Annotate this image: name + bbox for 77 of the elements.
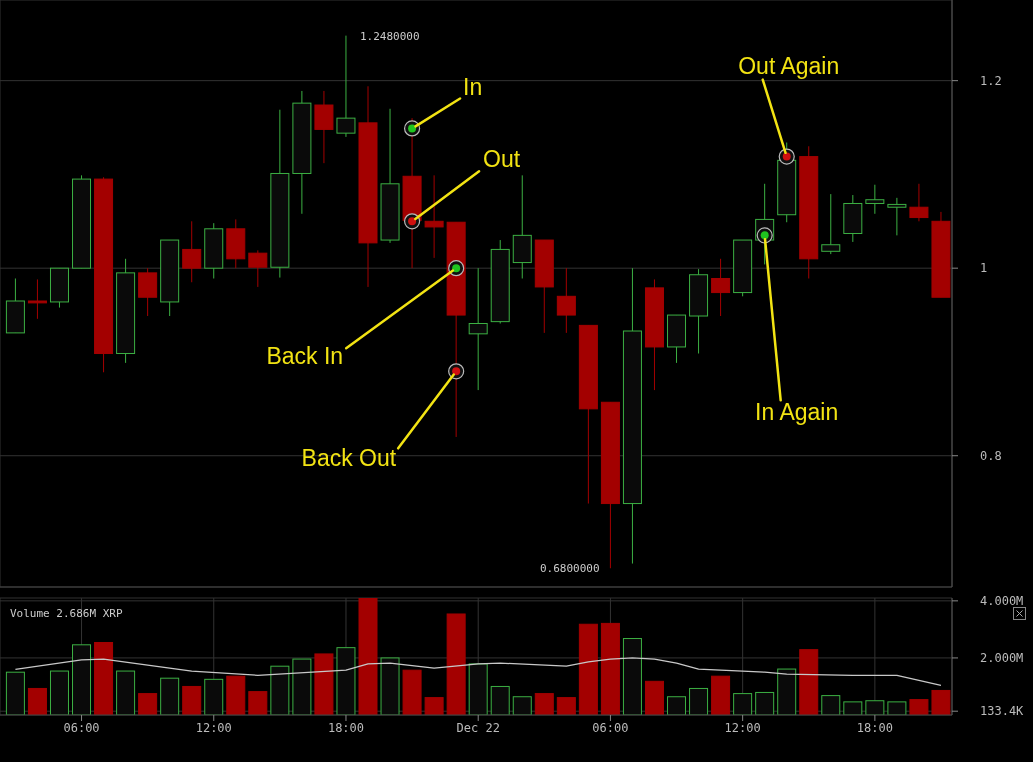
bar xyxy=(160,677,180,715)
bar xyxy=(556,697,576,715)
candlestick xyxy=(424,174,444,259)
bar xyxy=(755,691,775,715)
x-tick-label: 12:00 xyxy=(724,720,761,735)
bar xyxy=(843,701,863,715)
annotation: Out xyxy=(483,146,521,173)
bar xyxy=(358,598,378,715)
bar xyxy=(931,689,951,715)
annotation: In xyxy=(463,73,483,100)
bar xyxy=(336,647,356,715)
bar xyxy=(94,642,114,715)
candlestick xyxy=(887,197,907,236)
x-tick-label: Dec 22 xyxy=(456,720,500,735)
bar xyxy=(821,695,841,715)
annotation: Back Out xyxy=(301,445,397,472)
bar xyxy=(270,665,290,715)
annotation: In Again xyxy=(755,399,839,426)
bar xyxy=(644,680,664,715)
y-tick-label: 133.4K xyxy=(980,704,1025,719)
bar xyxy=(865,700,885,715)
candlestick xyxy=(182,220,202,283)
bar xyxy=(689,687,709,715)
bar xyxy=(72,644,92,715)
bar xyxy=(534,693,554,715)
bar xyxy=(490,685,510,715)
candlestick xyxy=(336,35,356,138)
bar xyxy=(424,697,444,715)
bar xyxy=(578,623,598,715)
bar xyxy=(27,687,47,715)
bar xyxy=(204,678,224,715)
bar xyxy=(600,622,620,715)
x-tick-label: 06:00 xyxy=(63,720,100,735)
bar xyxy=(49,670,69,715)
y-tick-label: 0.8 xyxy=(980,448,1002,463)
annotation: Out Again xyxy=(738,52,840,79)
bar xyxy=(909,699,929,715)
x-tick-label: 06:00 xyxy=(592,720,629,735)
bar xyxy=(314,653,334,715)
annotation: Back In xyxy=(266,343,344,370)
bar xyxy=(799,649,819,715)
bar xyxy=(226,675,246,715)
y-tick-label: 2.000M xyxy=(980,651,1024,666)
bar xyxy=(138,693,158,715)
bar xyxy=(292,658,312,715)
candlestick xyxy=(248,249,268,288)
bar xyxy=(711,675,731,715)
candlestick xyxy=(711,258,731,317)
bar xyxy=(733,693,753,715)
bar xyxy=(5,671,25,715)
bar xyxy=(887,701,907,715)
annotation: 1.2480000 xyxy=(360,30,420,43)
bar xyxy=(512,696,532,715)
bar xyxy=(402,669,422,715)
bar xyxy=(446,613,466,715)
bar xyxy=(622,638,642,715)
y-tick-label: 1.2 xyxy=(980,73,1002,88)
y-tick-label: 4.000M xyxy=(980,594,1024,609)
y-tick-label: 1 xyxy=(980,261,988,276)
candlestick xyxy=(468,267,488,391)
candlestick xyxy=(909,183,929,222)
candlestick xyxy=(27,278,47,320)
bar xyxy=(248,691,268,715)
x-tick-label: 12:00 xyxy=(195,720,232,735)
bar xyxy=(116,670,136,715)
x-tick-label: 18:00 xyxy=(327,720,365,735)
candlestick xyxy=(821,193,841,255)
bar xyxy=(380,657,400,715)
candlestick xyxy=(556,267,576,334)
annotation: Volume 2.686M XRP xyxy=(10,607,123,620)
annotation: 0.6800000 xyxy=(540,562,600,575)
bar xyxy=(468,663,488,715)
candlestick xyxy=(865,184,885,215)
bar xyxy=(667,696,687,715)
x-tick-label: 18:00 xyxy=(856,720,893,735)
bar xyxy=(182,685,202,715)
bar xyxy=(777,668,797,715)
